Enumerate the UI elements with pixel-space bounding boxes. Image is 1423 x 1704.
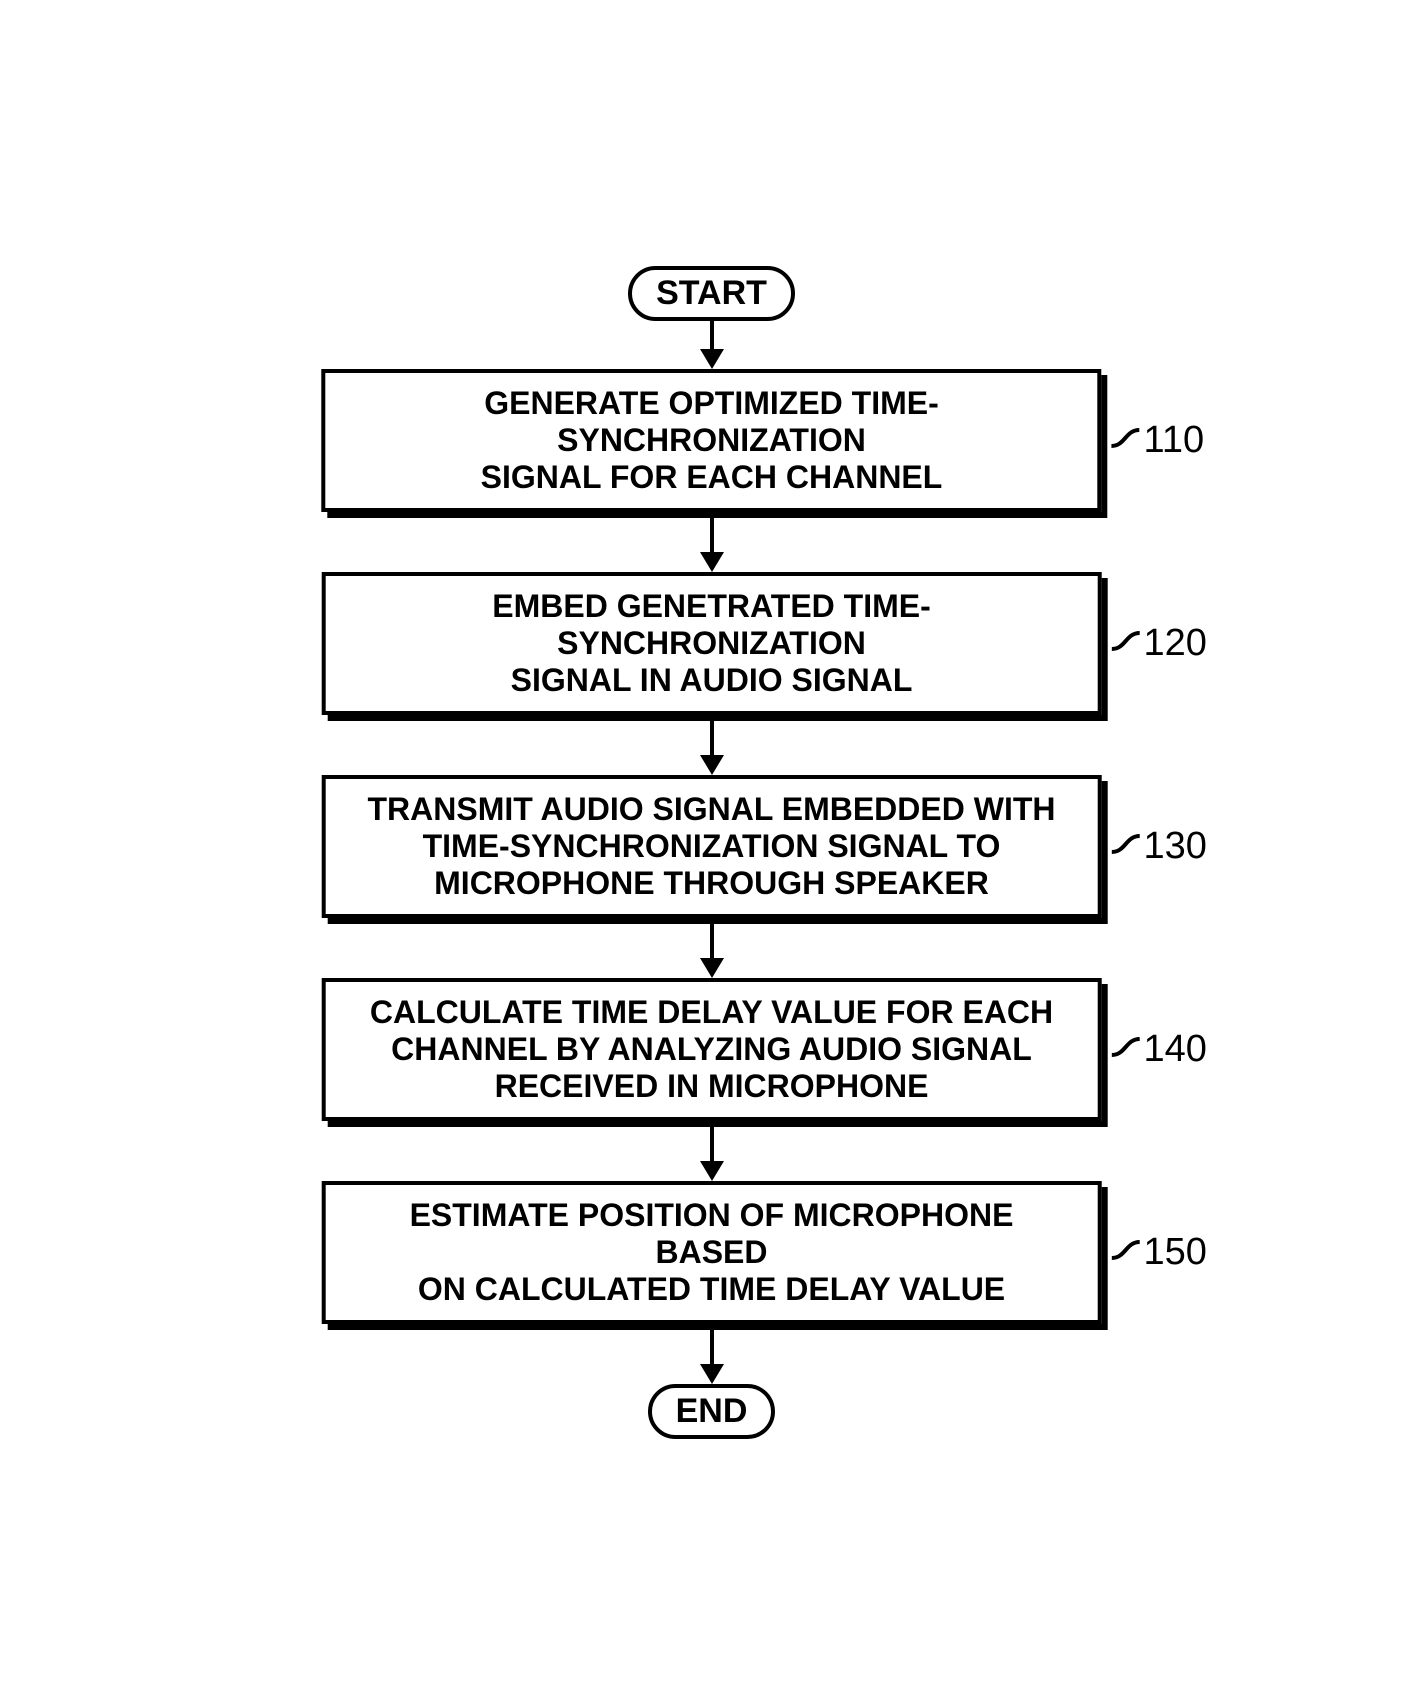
arrow-line — [710, 512, 714, 552]
arrow-head — [700, 755, 724, 775]
arrow-line — [710, 1324, 714, 1364]
arrow-line — [710, 1121, 714, 1161]
arrow-head — [700, 958, 724, 978]
process-row-0: GENERATE OPTIMIZED TIME-SYNCHRONIZATION … — [322, 369, 1205, 512]
arrow-line — [710, 918, 714, 958]
process-text-4-1: ON CALCULATED TIME DELAY VALUE — [350, 1271, 1074, 1308]
connector-curve-icon — [1112, 1035, 1142, 1063]
ref-group-1: 120 — [1112, 622, 1207, 665]
process-text-0-1: SIGNAL FOR EACH CHANNEL — [350, 459, 1074, 496]
ref-label-1: 120 — [1144, 622, 1207, 665]
arrow-line — [710, 321, 714, 349]
connector-curve-icon — [1112, 1238, 1142, 1266]
end-label: END — [676, 1392, 748, 1431]
process-row-1: EMBED GENETRATED TIME-SYNCHRONIZATION SI… — [322, 572, 1207, 715]
ref-label-0: 110 — [1144, 419, 1205, 462]
arrow — [700, 512, 724, 572]
connector-curve-icon — [1112, 426, 1142, 454]
arrow — [700, 715, 724, 775]
connector-curve-icon — [1112, 629, 1142, 657]
process-box-0: GENERATE OPTIMIZED TIME-SYNCHRONIZATION … — [322, 369, 1102, 512]
arrow-head — [700, 1161, 724, 1181]
process-row-4: ESTIMATE POSITION OF MICROPHONE BASED ON… — [322, 1181, 1207, 1324]
start-terminal: START — [628, 266, 795, 321]
ref-group-3: 140 — [1112, 1028, 1207, 1071]
process-box-3: CALCULATE TIME DELAY VALUE FOR EACH CHAN… — [322, 978, 1102, 1121]
process-box-2: TRANSMIT AUDIO SIGNAL EMBEDDED WITH TIME… — [322, 775, 1102, 918]
process-text-0-0: GENERATE OPTIMIZED TIME-SYNCHRONIZATION — [350, 385, 1074, 459]
arrow — [700, 1324, 724, 1384]
arrow — [700, 918, 724, 978]
end-terminal: END — [648, 1384, 776, 1439]
process-text-1-1: SIGNAL IN AUDIO SIGNAL — [350, 662, 1074, 699]
process-text-4-0: ESTIMATE POSITION OF MICROPHONE BASED — [350, 1197, 1074, 1271]
process-row-3: CALCULATE TIME DELAY VALUE FOR EACH CHAN… — [322, 978, 1207, 1121]
arrow-head — [700, 1364, 724, 1384]
process-box-4: ESTIMATE POSITION OF MICROPHONE BASED ON… — [322, 1181, 1102, 1324]
process-text-3-2: RECEIVED IN MICROPHONE — [350, 1068, 1074, 1105]
ref-label-4: 150 — [1144, 1231, 1207, 1274]
ref-group-4: 150 — [1112, 1231, 1207, 1274]
arrow-head — [700, 349, 724, 369]
arrow-line — [710, 715, 714, 755]
process-text-1-0: EMBED GENETRATED TIME-SYNCHRONIZATION — [350, 588, 1074, 662]
process-text-2-2: MICROPHONE THROUGH SPEAKER — [350, 865, 1074, 902]
process-row-2: TRANSMIT AUDIO SIGNAL EMBEDDED WITH TIME… — [322, 775, 1207, 918]
process-text-2-0: TRANSMIT AUDIO SIGNAL EMBEDDED WITH — [350, 791, 1074, 828]
connector-curve-icon — [1112, 832, 1142, 860]
arrow — [700, 1121, 724, 1181]
ref-group-0: 110 — [1112, 419, 1205, 462]
ref-label-3: 140 — [1144, 1028, 1207, 1071]
process-box-1: EMBED GENETRATED TIME-SYNCHRONIZATION SI… — [322, 572, 1102, 715]
process-text-2-1: TIME-SYNCHRONIZATION SIGNAL TO — [350, 828, 1074, 865]
flowchart-diagram: START GENERATE OPTIMIZED TIME-SYNCHRONIZ… — [269, 266, 1154, 1439]
arrow — [700, 321, 724, 369]
ref-group-2: 130 — [1112, 825, 1207, 868]
start-label: START — [656, 274, 767, 313]
process-text-3-1: CHANNEL BY ANALYZING AUDIO SIGNAL — [350, 1031, 1074, 1068]
ref-label-2: 130 — [1144, 825, 1207, 868]
process-text-3-0: CALCULATE TIME DELAY VALUE FOR EACH — [350, 994, 1074, 1031]
arrow-head — [700, 552, 724, 572]
